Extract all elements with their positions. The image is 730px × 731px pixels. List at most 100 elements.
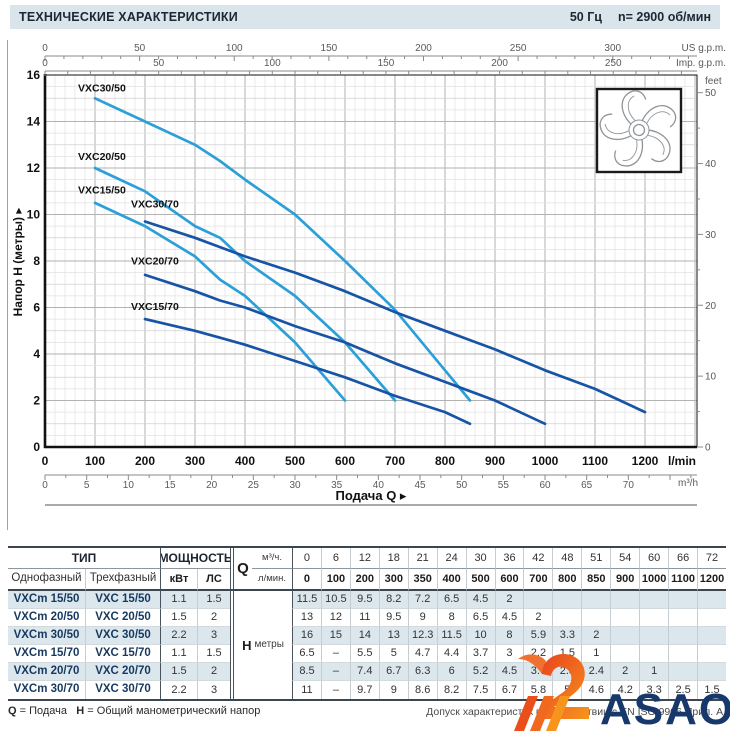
model-three-phase: VXC 20/50 [85, 609, 160, 627]
h-value: 3 [494, 645, 524, 663]
feet-tick-label: 30 [705, 230, 717, 241]
h-value [697, 627, 726, 645]
h-value: 9 [378, 681, 408, 699]
h-value: 9 [407, 609, 437, 627]
model-single-phase: VXCm 30/70 [13, 683, 80, 696]
axis-tick-label: 50 [153, 58, 165, 69]
h-value: 8 [436, 609, 466, 627]
h-value: 12.3 [407, 627, 437, 645]
watermark-logo-text: ASAO [600, 685, 730, 731]
x-tick-label: 1000 [532, 454, 559, 468]
h-value [639, 591, 669, 609]
h-value: 14 [349, 627, 379, 645]
m3h-tick-label: 10 [123, 480, 135, 491]
page-title: ТЕХНИЧЕСКИЕ ХАРАКТЕРИСТИКИ [19, 10, 238, 24]
model-three-phase: VXC 20/70 [85, 663, 160, 681]
y-tick-label: 2 [33, 394, 40, 408]
curve-VXC30-50 [93, 96, 472, 402]
h-value: 11 [349, 609, 379, 627]
power-kw: 1.1 [160, 591, 197, 609]
curve-label-VXC20-50: VXC20/50 [78, 151, 126, 163]
q-m3h-value: 36 [494, 548, 524, 569]
h-value: 8.2 [378, 591, 408, 609]
pump-curves-chart: 0 50 100 150 200 250 300 US g.p.m.0 50 100 150 200 2… [11, 43, 726, 506]
power-hp: 3 [197, 627, 230, 645]
h-value [639, 645, 669, 663]
speed-label: n= 2900 об/мин [618, 10, 711, 24]
m3h-tick-label: 40 [373, 480, 385, 491]
h-value: 11 [292, 681, 321, 699]
h-value: 7.2 [407, 591, 437, 609]
h-value: 6.5 [465, 609, 495, 627]
us-gpm-axis: 0 50 100 150 200 250 300 US g.p.m. [42, 43, 726, 61]
h-value [668, 609, 698, 627]
h-value: 10 [465, 627, 495, 645]
col-group-type: ТИП [8, 548, 160, 569]
model-three-phase: VXC 30/70 [85, 681, 160, 699]
h-value: 3.3 [639, 681, 668, 699]
h-value: 1.5 [697, 681, 726, 699]
h-value: 8.5 [292, 663, 321, 681]
q-m3h-value: 12 [349, 548, 379, 569]
power-hp: 2 [197, 663, 230, 681]
h-value: 2 [581, 627, 611, 645]
q-lmin-value: 900 [610, 569, 640, 591]
header-specs: 50 Гц n= 2900 об/мин [570, 10, 711, 24]
axis-tick-label: 250 [510, 43, 527, 54]
q-lmin-value: 350 [407, 569, 437, 591]
x-tick-label: 800 [435, 454, 455, 468]
legend-q-key: Q [8, 705, 17, 717]
h-value: 3.7 [465, 645, 495, 663]
x-tick-label: 300 [185, 454, 205, 468]
m3h-tick-label: 65 [581, 480, 593, 491]
power-kw: 2.2 [160, 627, 197, 645]
power-kw: 2.2 [160, 681, 197, 699]
q-lmin-value: 300 [378, 569, 408, 591]
q-m3h-value: 0 [292, 548, 321, 569]
feet-tick-label: 20 [705, 301, 717, 312]
curve-VXC15-50 [93, 201, 347, 402]
y-tick-label: 16 [27, 68, 41, 82]
h-value: 4.4 [436, 645, 466, 663]
header-kw: кВт [160, 569, 197, 591]
x-tick-label: 200 [135, 454, 155, 468]
legend-note: Q = Подача H = Общий манометрический нап… [8, 705, 260, 717]
m3h-tick-label: 30 [289, 480, 301, 491]
h-value: 7.5 [465, 681, 495, 699]
m3h-tick-label: 70 [623, 480, 635, 491]
q-unit-lmin: л/мин. [252, 569, 292, 591]
feet-tick-label: 10 [705, 372, 717, 383]
asao-watermark: ASAO [512, 648, 730, 731]
q-m3h-value: 54 [610, 548, 640, 569]
h-value: 5.8 [523, 681, 552, 699]
q-lmin-value: 100 [320, 569, 350, 591]
h-value: 4.6 [581, 681, 610, 699]
curve-label-VXC15-50: VXC15/50 [78, 185, 126, 197]
axis-tick-label: 150 [321, 43, 338, 54]
h-value: 6.7 [378, 663, 408, 681]
q-header: Q [234, 548, 252, 591]
h-value: 5 [378, 645, 408, 663]
left-margin-rule [7, 40, 8, 530]
h-value [697, 591, 726, 609]
m3h-tick-label: 60 [539, 480, 551, 491]
m3h-tick-label: 45 [414, 480, 426, 491]
h-value: 1 [639, 663, 669, 681]
h-value: 6.3 [407, 663, 437, 681]
y-axis-meters: 0 2 4 6 8 10 12 14 16 Напор H (метры) ▸ [11, 68, 40, 454]
model-single-phase: VXCm 20/70 [8, 663, 85, 681]
h-value: 5.5 [349, 645, 379, 663]
q-m3h-value: 51 [581, 548, 611, 569]
h-value: 4.5 [494, 663, 524, 681]
h-value: 4.7 [407, 645, 437, 663]
axis-unit-label: US g.p.m. [682, 43, 726, 54]
q-m3h-value: 24 [436, 548, 466, 569]
q-m3h-value: 6 [320, 548, 350, 569]
feet-tick-label: 0 [705, 443, 711, 454]
x-tick-label: 100 [85, 454, 105, 468]
m3h-tick-label: 35 [331, 480, 343, 491]
q-m3h-value: 72 [697, 548, 726, 569]
h-value [581, 609, 611, 627]
